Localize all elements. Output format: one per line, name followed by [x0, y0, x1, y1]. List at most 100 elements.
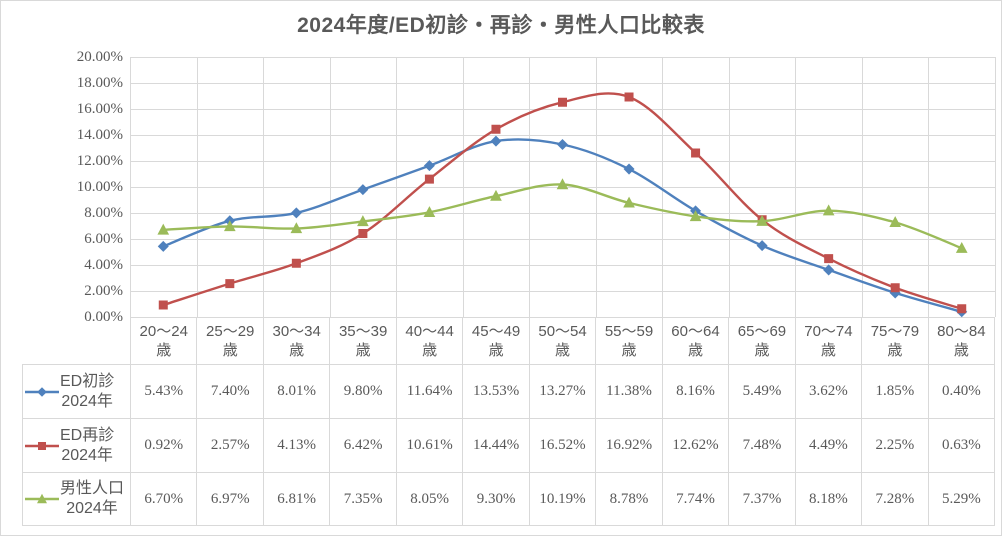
triangle-marker-icon: [689, 210, 702, 222]
category-range-label: 80〜84: [937, 322, 986, 340]
triangle-marker-icon: [223, 220, 236, 232]
category-cell: 60〜64 歳: [663, 317, 730, 364]
value-cell: 8.78%: [595, 472, 662, 526]
value-cell: 7.48%: [728, 418, 795, 472]
square-marker-icon: [691, 148, 701, 158]
category-cell: 20〜24 歳: [130, 317, 198, 364]
square-marker-icon: [424, 174, 434, 184]
y-axis-label: 8.00%: [84, 205, 123, 221]
series-row: 男性人口 2024年 6.70% 6.97% 6.81% 7.35% 8.05% 9.30% 1…: [22, 472, 996, 526]
triangle-marker-icon: [357, 215, 369, 227]
series-0-diamond: [157, 135, 968, 318]
chart-title: 2024年度/ED初診・再診・男性人口比較表: [297, 14, 705, 37]
series-row: ED再診 2024年 0.92% 2.57% 4.13% 6.42% 10.61% 14.44…: [22, 418, 996, 472]
plot-area: [130, 57, 996, 318]
series-name-line2: 2024年: [61, 392, 113, 410]
category-cell: 80〜84 歳: [929, 317, 996, 364]
category-cell: 55〜59 歳: [596, 317, 663, 364]
value-cell: 4.49%: [794, 418, 862, 472]
category-range-label: 25〜29: [206, 322, 255, 340]
diamond-marker-icon: [357, 184, 369, 196]
value-cell: 11.38%: [595, 364, 662, 418]
category-suffix-label: 歳: [687, 341, 703, 359]
square-marker-icon: [491, 124, 501, 134]
category-suffix-label: 歳: [355, 341, 371, 359]
square-marker-icon: [158, 300, 168, 310]
value-cell: 16.52%: [528, 418, 596, 472]
value-cell: 10.61%: [395, 418, 463, 472]
legend-key-square-icon: [25, 441, 59, 450]
category-range-label: 55〜59: [604, 322, 654, 340]
value-cell: 8.16%: [661, 364, 729, 418]
series-row: ED初診 2024年 5.43% 7.40% 8.01% 9.80% 11.64% 13.53…: [22, 364, 996, 418]
category-cell: 45〜49 歳: [463, 317, 530, 364]
category-range-label: 40〜44: [405, 322, 454, 340]
diamond-marker-icon: [623, 163, 635, 175]
series-name-line2: 2024年: [61, 446, 113, 464]
series-label-cell: ED初診 2024年: [22, 364, 130, 418]
square-marker-icon: [558, 97, 567, 107]
category-suffix-label: 歳: [555, 341, 571, 359]
value-cell: 0.63%: [927, 418, 996, 472]
value-cell: 5.49%: [728, 364, 795, 418]
category-suffix-label: 歳: [754, 341, 770, 359]
value-cell: 2.57%: [196, 418, 263, 472]
value-cell: 6.97%: [196, 472, 263, 526]
series-name: 男性人口 2024年: [60, 479, 124, 519]
value-cell: 12.62%: [661, 418, 729, 472]
series-label-cell: ED再診 2024年: [22, 418, 130, 472]
category-range-label: 35〜39: [338, 322, 388, 340]
legend-key-triangle-icon: [25, 493, 59, 504]
square-marker-icon: [358, 229, 368, 239]
value-cell: 4.13%: [262, 418, 330, 472]
category-cell: 75〜79 歳: [862, 317, 929, 364]
category-range-label: 75〜79: [870, 322, 920, 340]
diamond-marker-icon: [490, 135, 502, 147]
series-name-line1: ED再診: [60, 426, 115, 444]
value-cell: 1.85%: [861, 364, 928, 418]
square-marker-icon: [824, 254, 834, 264]
series-line: [162, 138, 963, 313]
category-range-label: 50〜54: [538, 322, 587, 340]
square-marker-icon: [225, 279, 235, 289]
value-cell: 0.40%: [927, 364, 996, 418]
category-range-label: 70〜74: [804, 322, 853, 340]
triangle-marker-icon: [556, 178, 569, 190]
series-name-line2: 2024年: [66, 500, 118, 517]
value-cell: 16.92%: [595, 418, 662, 472]
value-cell: 6.70%: [130, 472, 197, 526]
value-cell: 5.43%: [130, 364, 197, 418]
category-suffix-label: 歳: [422, 341, 438, 359]
value-cell: 8.01%: [262, 364, 330, 418]
series-name: ED再診 2024年: [60, 426, 114, 466]
category-range-label: 45〜49: [471, 322, 521, 340]
diamond-marker-icon: [423, 160, 435, 172]
diamond-marker-icon: [290, 207, 302, 219]
category-suffix-label: 歳: [820, 341, 836, 359]
category-cell: 35〜39 歳: [330, 317, 397, 364]
series-line: [163, 183, 963, 250]
y-axis-label: 4.00%: [84, 257, 123, 273]
series-2-triangle: [157, 178, 968, 253]
category-suffix-label: 歳: [289, 341, 305, 359]
category-cell: 50〜54 歳: [530, 317, 597, 364]
triangle-marker-icon: [290, 222, 303, 234]
y-axis-label: 20.00%: [76, 49, 123, 65]
series-legend: ED初診 2024年: [25, 372, 114, 412]
value-cell: 8.18%: [794, 472, 862, 526]
category-range-label: 20〜24: [139, 322, 188, 340]
triangle-marker-icon: [157, 223, 170, 235]
square-marker-icon: [957, 304, 967, 314]
category-suffix-label: 歳: [621, 341, 637, 359]
value-cell: 7.35%: [329, 472, 396, 526]
triangle-marker-icon: [955, 241, 968, 253]
series-label-cell: 男性人口 2024年: [22, 472, 130, 526]
square-marker-icon: [291, 258, 301, 268]
data-table: ED初診 2024年 5.43% 7.40% 8.01% 9.80% 11.64% 13.53…: [22, 364, 996, 526]
triangle-marker-icon: [423, 206, 436, 218]
y-axis-label: 0.00%: [84, 309, 123, 325]
series-name-line1: ED初診: [60, 372, 115, 390]
series-legend: 男性人口 2024年: [25, 479, 124, 519]
value-cell: 7.37%: [728, 472, 795, 526]
